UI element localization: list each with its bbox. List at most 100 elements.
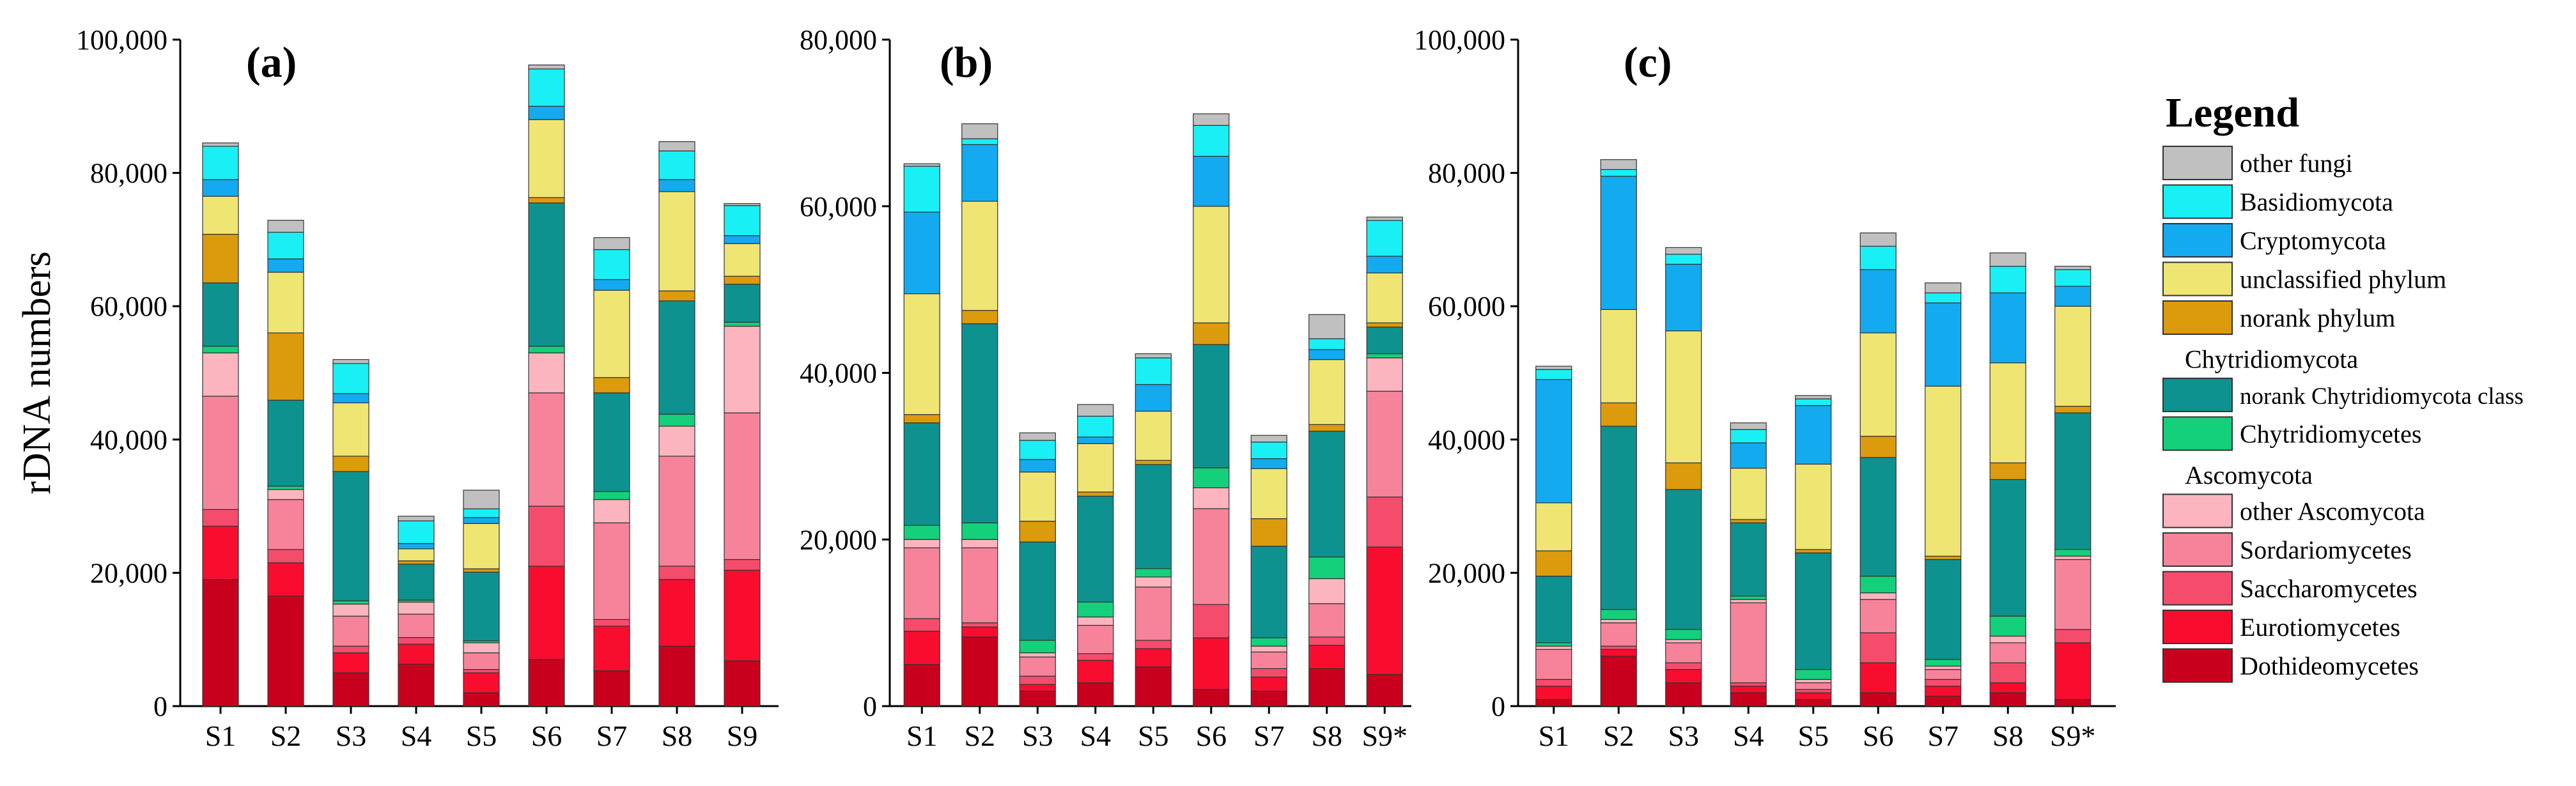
chart-panel-2: 0 20,000 40,000 60,000 80,000 (b) S1 S2 S3 S4 S5 S6… [800,24,1411,752]
bar-segment [202,525,239,580]
bar-segment [1019,656,1056,677]
bar-segment [1795,398,1832,406]
bar-segment [1019,440,1056,460]
bar-segment [398,560,435,565]
bar-segment [1859,599,1897,633]
bar-segment [1795,682,1832,690]
bar-segment [593,279,630,291]
legend-swatch [2162,261,2233,297]
bar-segment [1795,463,1832,550]
bar-segment [1019,432,1056,441]
y-tick-label: 20,000 [800,524,877,555]
bar-segment [267,549,304,564]
bar-segment [724,235,761,244]
bar-segment [724,205,761,236]
bar-segment [1250,690,1287,707]
bar-segment [1366,272,1403,323]
bar-segment [1925,665,1962,670]
bar-segment [1019,472,1056,522]
bar-segment [1600,649,1637,657]
bar-segment [2054,406,2091,413]
bar-segment [1925,385,1962,557]
bar-segment [1366,217,1403,221]
bar-segment [1308,578,1346,605]
x-tick-label: S7 [1253,720,1285,752]
bar-segment [1665,669,1702,684]
bar-segment [724,559,761,571]
bar-segment [2054,555,2091,560]
bar-segment [961,547,998,624]
bar-segment [267,332,304,401]
bar-segment [1795,395,1832,399]
bar-segment [463,568,500,573]
bar-stack-S5 [1135,353,1172,707]
bar-segment [1730,429,1767,443]
bar-segment [1535,369,1572,380]
bar-segment [1795,549,1832,553]
y-tick-label: 0 [153,691,167,722]
bar-segment [1019,652,1056,658]
bar-segment [1535,649,1572,680]
bar-segment [1600,619,1637,624]
x-tick-label: S4 [1733,720,1764,752]
bar-segment [1925,679,1962,687]
bar-segment [1665,263,1702,332]
y-tick-label: 100,000 [76,24,167,56]
x-tick-label: S6 [1195,720,1227,752]
bar-segment [1019,640,1056,654]
bar-segment [1730,692,1767,707]
bar-segment [463,692,500,707]
bar-segment [1193,344,1230,468]
bar-segment [202,233,239,284]
y-tick-label: 80,000 [90,158,167,189]
bar-segment [1077,491,1114,497]
bar-segment [332,402,369,457]
bar-segment [528,392,565,507]
legend-swatch [2162,648,2233,683]
bar-segment [658,413,695,427]
bar-segment [1366,322,1403,328]
bar-segment [1250,668,1287,677]
bar-segment [1535,698,1572,707]
legend-entry-label: Basidiomycota [2240,188,2393,217]
bar-stack-S3 [332,359,369,707]
bar-segment [593,522,630,620]
bar-segment [528,346,565,353]
bar-segment [1366,390,1403,498]
bar-stack-S8 [1308,314,1346,707]
x-tick-label: S6 [531,720,563,752]
bar-segment [593,619,630,627]
bar-segment [528,566,565,660]
bar-segment [1077,653,1114,661]
bar-segment [1730,468,1767,520]
bar-segment [1859,269,1897,334]
x-tick-label: S3 [1022,720,1053,752]
bar-segment [1730,519,1767,523]
x-tick-label: S5 [1797,720,1829,752]
bar-stack-S1 [903,163,940,707]
bar-segment [724,569,761,661]
bar-segment [1730,596,1767,600]
bar-segment [903,539,940,548]
legend: Legend other fungi Basidiomycota Cryptomyco… [2162,89,2524,683]
bar-segment [1989,682,2026,693]
bar-segment [1135,459,1172,465]
bar-segment [202,282,239,347]
bar-segment [1250,651,1287,669]
bar-segment [1077,682,1114,707]
bar-segment [528,105,565,120]
bar-segment [1135,568,1172,578]
bar-segment [267,220,304,233]
bar-segment [528,352,565,394]
bar-segment [1135,384,1172,412]
bar-segment [1665,682,1702,707]
y-tick-label: 80,000 [1428,158,1505,189]
bar-segment [1925,302,1962,387]
bar-segment [1600,656,1637,707]
bar-segment [1665,254,1702,265]
bar-segment [463,523,500,569]
bar-segment [903,525,940,540]
bar-segment [463,517,500,524]
bar-segment [202,179,239,197]
x-tick-label: S3 [1668,720,1699,752]
